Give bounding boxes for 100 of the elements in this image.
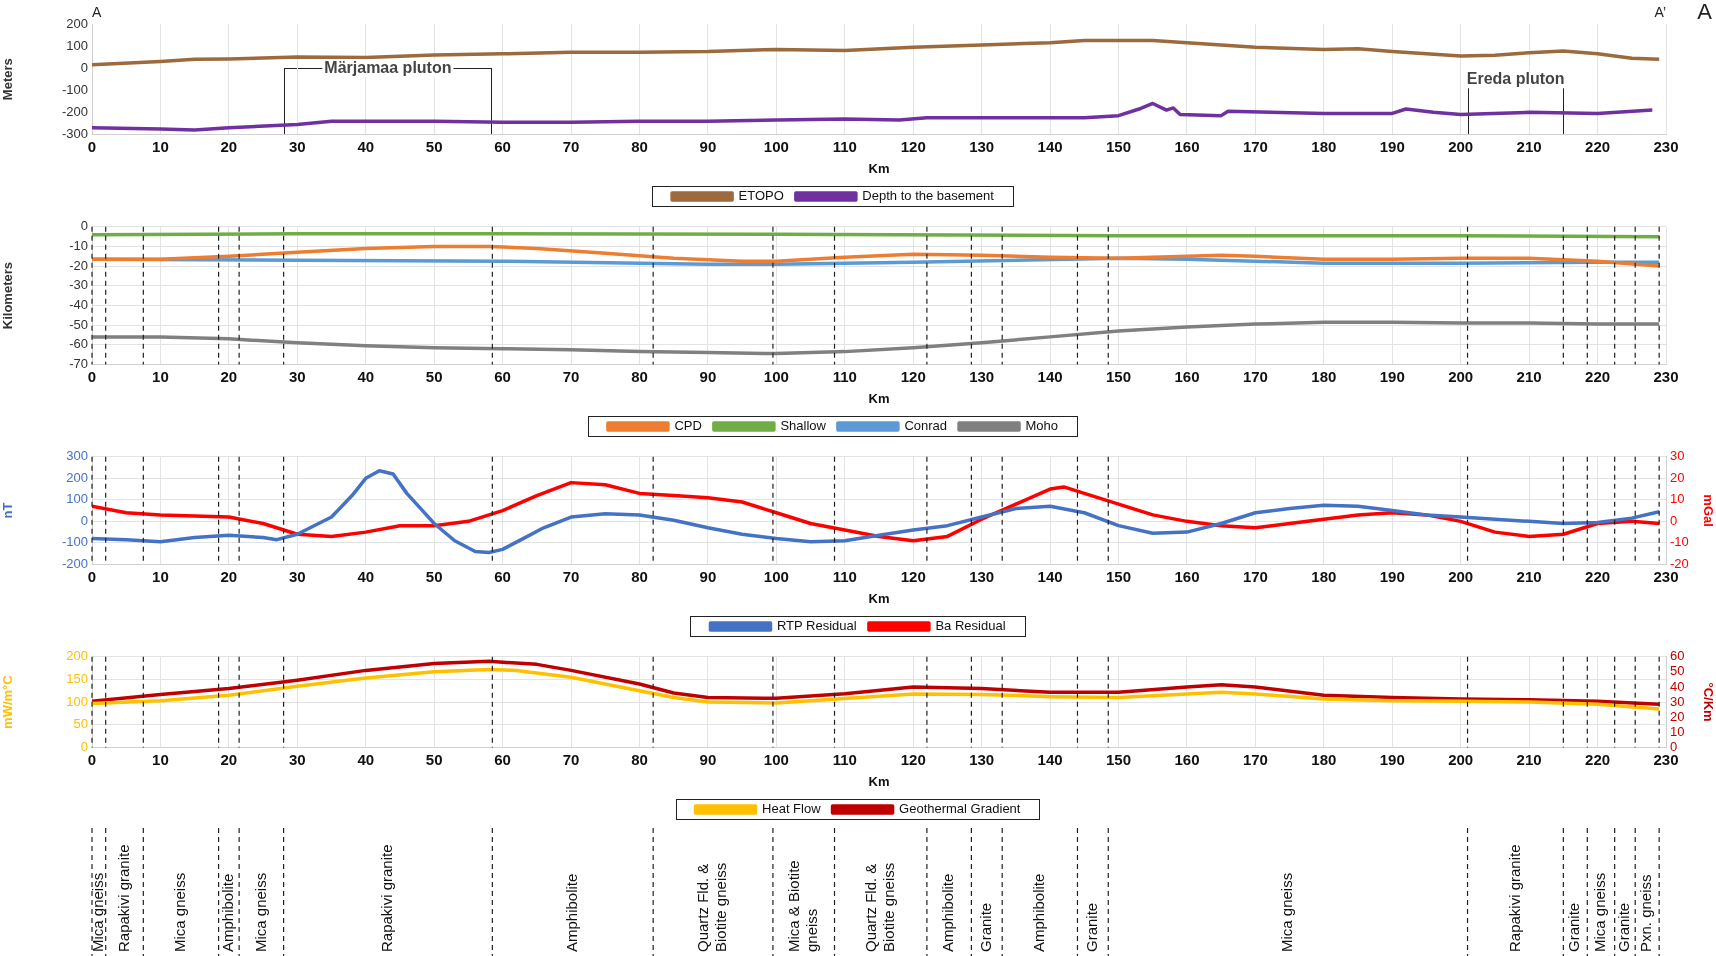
x-tick-label: 70 [562,367,580,385]
x-tick-label: 60 [494,367,511,385]
y-tick-label: 100 [66,693,88,709]
y-tick-label: 0 [80,59,88,75]
x-tick-label: 20 [220,137,238,155]
x-tick-label: 30 [288,137,306,155]
y2-axis-title: °C/Km [1700,682,1716,722]
x-tick-label: 190 [1379,137,1405,155]
x-tick-label: 130 [969,367,995,385]
x-tick-label: 80 [631,137,648,155]
annotation: Märjamaa pluton [324,58,452,76]
x-tick-label: 200 [1448,750,1474,768]
x-tick-label: 220 [1585,367,1611,385]
x-tick-label: 180 [1311,367,1337,385]
text: Granite [976,902,994,952]
legend-label: Geothermal Gradient [899,801,1021,817]
y2-tick-label: 10 [1670,723,1685,739]
x-tick-label: 20 [220,367,238,385]
x-tick-label: 140 [1037,137,1063,155]
x-tick-label: 150 [1106,137,1132,155]
x-tick-label: 60 [494,567,511,585]
x-tick-label: 170 [1242,367,1268,385]
x-tick-label: 40 [357,137,375,155]
y2-tick-label: 60 [1670,648,1685,664]
x-tick-label: 120 [900,367,926,385]
x-tick-label: 180 [1311,750,1337,768]
y-tick-label: -200 [61,555,88,571]
x-tick-label: 10 [152,567,169,585]
y-tick-label: 200 [66,648,88,664]
x-tick-label: 100 [763,567,789,585]
text: Rapakivi granite [114,844,132,952]
x-tick-label: 160 [1174,750,1200,768]
text: Mica gneiss [88,872,106,952]
y-axis-title: mW/m°C [0,674,16,729]
legend-label: Shallow [780,418,827,434]
y-tick-label: -20 [69,257,88,273]
x-tick-label: 160 [1174,367,1200,385]
text: Granite [1615,902,1633,952]
text: Mica gneiss [251,872,269,952]
x-tick-label: 140 [1037,750,1063,768]
text: Amphibolite [939,873,957,952]
x-tick-label: 230 [1653,137,1679,155]
text: Amphibolite [219,873,237,952]
y-tick-label: -100 [61,81,88,97]
legend-label: Ba Residual [935,618,1006,634]
y-tick-label: 100 [66,491,88,507]
legend-label: CPD [674,418,702,434]
y2-tick-label: 40 [1670,678,1685,694]
y2-tick-label: 0 [1670,512,1678,528]
x-tick-label: 200 [1448,367,1474,385]
y2-tick-label: 20 [1670,708,1685,724]
x-tick-label: 160 [1174,137,1200,155]
y-tick-label: 100 [66,37,88,53]
x-tick-label: 210 [1516,367,1542,385]
x-tick-label: 50 [425,367,443,385]
annotation: Ereda pluton [1466,69,1565,87]
x-tick-label: 200 [1448,567,1474,585]
y-tick-label: 0 [80,512,88,528]
y-tick-label: 0 [80,218,88,234]
x-tick-label: 40 [357,750,375,768]
x-tick-label: 90 [699,367,717,385]
text: Rapakivi granite [378,844,396,952]
text: Quartz Fld. & Biotite gneiss [861,862,897,952]
text: Mica gneiss [1591,872,1609,952]
x-tick-label: 230 [1653,367,1679,385]
x-tick-label: 50 [425,137,443,155]
x-axis-title: Km [868,773,890,789]
y-tick-label: -200 [61,103,88,119]
x-tick-label: 170 [1242,137,1268,155]
x-tick-label: 10 [152,367,169,385]
y-tick-label: 200 [66,15,88,31]
x-tick-label: 170 [1242,750,1268,768]
x-tick-label: 130 [969,567,995,585]
x-tick-label: 70 [562,750,580,768]
x-tick-label: 180 [1311,137,1337,155]
x-tick-label: 150 [1106,367,1132,385]
x-tick-label: 170 [1242,567,1268,585]
x-tick-label: 110 [832,367,857,385]
x-tick-label: 160 [1174,567,1200,585]
text: A [92,3,102,20]
x-tick-label: 200 [1448,137,1474,155]
y-tick-label: 200 [66,469,88,485]
y2-tick-label: 30 [1670,693,1685,709]
x-tick-label: 70 [562,137,580,155]
text: Amphibolite [562,873,580,952]
legend-label: Conrad [904,418,948,434]
x-tick-label: 220 [1585,567,1611,585]
x-tick-label: 30 [288,567,306,585]
x-tick-label: 10 [152,137,169,155]
x-tick-label: 180 [1311,567,1337,585]
y2-tick-label: 10 [1670,491,1685,507]
legend-label: Heat Flow [762,801,822,817]
y-axis-title: Kilometers [0,262,16,330]
x-tick-label: 30 [288,750,306,768]
x-tick-label: 120 [900,750,926,768]
y2-tick-label: 50 [1670,663,1685,679]
x-tick-label: 60 [494,750,511,768]
x-tick-label: 150 [1106,567,1132,585]
x-tick-label: 80 [631,750,648,768]
x-tick-label: 100 [763,750,789,768]
